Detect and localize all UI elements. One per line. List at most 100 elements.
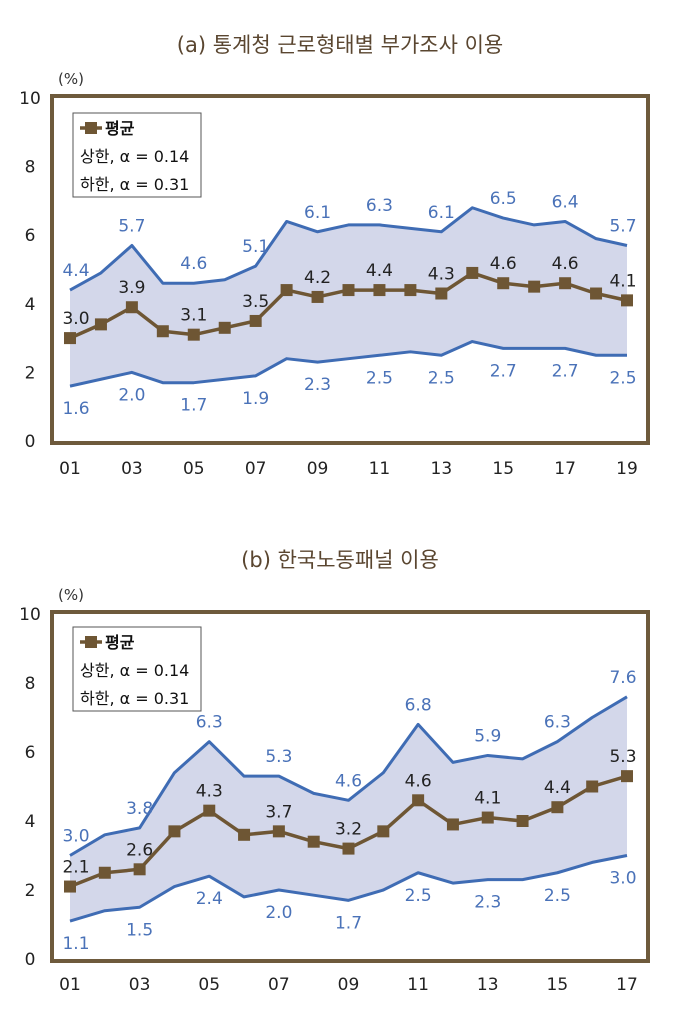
mean-data-label: 5.3: [609, 747, 636, 767]
mean-marker: [377, 825, 390, 838]
x-tick-label: 03: [129, 975, 151, 995]
lower-data-label: 2.7: [490, 361, 517, 381]
lower-data-label: 2.3: [304, 375, 331, 395]
mean-marker: [373, 284, 386, 297]
mean-marker: [311, 290, 324, 303]
y-tick-label: 8: [25, 674, 36, 694]
mean-marker: [98, 866, 111, 879]
mean-marker: [621, 770, 633, 783]
mean-data-label: 4.1: [609, 271, 636, 291]
mean-marker: [435, 287, 448, 300]
mean-marker: [590, 287, 603, 300]
x-tick-label: 15: [492, 459, 514, 479]
lower-data-label: 1.9: [242, 389, 269, 409]
upper-data-label: 4.4: [62, 261, 89, 281]
upper-data-label: 5.7: [118, 216, 145, 236]
upper-data-label: 5.9: [474, 726, 501, 746]
lower-data-label: 1.5: [126, 920, 153, 940]
mean-marker: [238, 828, 251, 841]
mean-marker: [621, 294, 633, 307]
mean-data-label: 4.3: [428, 265, 455, 285]
upper-data-label: 6.3: [196, 713, 223, 733]
y-tick-label: 2: [25, 363, 36, 383]
mean-data-label: 3.2: [335, 820, 362, 840]
mean-marker: [497, 277, 510, 290]
mean-data-label: 4.2: [304, 268, 331, 288]
mean-marker: [551, 801, 564, 814]
chart-title: (b) 한국노동패널 이용: [241, 548, 439, 572]
mean-data-label: 3.7: [265, 802, 292, 822]
upper-data-label: 6.8: [405, 695, 432, 715]
lower-data-label: 2.5: [428, 368, 455, 388]
legend-entry-upper: 상한, α = 0.14: [80, 147, 189, 166]
y-tick-label: 10: [19, 89, 41, 109]
mean-data-label: 4.3: [196, 782, 223, 802]
mean-marker: [586, 780, 599, 793]
x-tick-label: 09: [338, 975, 360, 995]
mean-marker: [342, 842, 355, 855]
upper-data-label: 6.3: [366, 196, 393, 216]
chart-b: (b) 한국노동패널 이용 (%) 0 2 4 6 8 10 01 03 05 07 09 11 13 15 1…: [19, 548, 650, 995]
lower-data-label: 1.7: [335, 913, 362, 933]
mean-data-label: 4.4: [366, 261, 393, 281]
mean-marker: [280, 284, 293, 297]
y-tick-label: 2: [25, 881, 36, 901]
mean-marker: [342, 284, 355, 297]
plot-frame: [50, 94, 650, 445]
x-tick-label: 07: [268, 975, 290, 995]
mean-data-label: 3.9: [118, 278, 145, 298]
y-tick-label: 4: [25, 812, 36, 832]
x-tick-label: 07: [245, 459, 267, 479]
mean-marker: [64, 880, 76, 893]
lower-data-label: 1.7: [180, 396, 207, 416]
upper-data-label: 6.4: [552, 192, 579, 212]
upper-data-label: 4.6: [180, 254, 207, 274]
mean-marker: [466, 266, 479, 279]
legend-entry-upper: 상한, α = 0.14: [80, 661, 189, 680]
mean-marker: [125, 301, 138, 314]
x-tick-label: 17: [554, 459, 576, 479]
chart-a: (a) 통계청 근로형태별 부가조사 이용 (%) 0 2 4 6 8 10 01 03 05 07 0…: [19, 33, 650, 479]
x-tick-label: 19: [616, 459, 638, 479]
legend-entry-lower: 하한, α = 0.31: [80, 689, 189, 708]
y-tick-label: 4: [25, 295, 36, 315]
upper-bound-line: [69, 206, 628, 292]
x-tick-label: 01: [59, 975, 81, 995]
mean-data-label: 4.1: [474, 789, 501, 809]
y-unit-label: (%): [58, 586, 84, 604]
lower-data-label: 2.5: [544, 886, 571, 906]
x-tick-label: 09: [307, 459, 329, 479]
x-tick-label: 11: [369, 459, 391, 479]
lower-data-label: 3.0: [609, 869, 636, 889]
mean-data-label: 4.6: [490, 254, 517, 274]
y-tick-label: 8: [25, 158, 36, 178]
mean-marker: [559, 277, 572, 290]
lower-data-label: 2.5: [366, 368, 393, 388]
lower-data-label: 2.7: [552, 361, 579, 381]
x-tick-label: 01: [59, 459, 81, 479]
x-tick-label: 03: [121, 459, 143, 479]
mean-marker: [64, 332, 76, 345]
y-tick-label: 6: [25, 743, 36, 763]
mean-marker: [187, 328, 200, 341]
mean-data-label: 4.4: [544, 778, 571, 798]
upper-data-label: 6.3: [544, 713, 571, 733]
mean-marker: [516, 815, 529, 827]
mean-marker: [412, 794, 425, 807]
lower-data-label: 2.4: [196, 889, 223, 909]
lower-data-label: 2.0: [118, 385, 145, 405]
lower-bound-line: [69, 340, 627, 388]
mean-marker: [404, 284, 417, 297]
y-tick-label: 0: [25, 950, 36, 970]
upper-data-label: 3.0: [62, 827, 89, 847]
upper-data-label: 6.5: [490, 189, 517, 209]
lower-data-label: 2.5: [405, 886, 432, 906]
legend-entry-lower: 하한, α = 0.31: [80, 175, 189, 194]
legend-mean-marker-icon: [85, 122, 97, 134]
mean-data-label: 3.0: [62, 309, 89, 329]
upper-data-label: 5.1: [242, 237, 269, 257]
mean-data-label: 4.6: [405, 771, 432, 791]
